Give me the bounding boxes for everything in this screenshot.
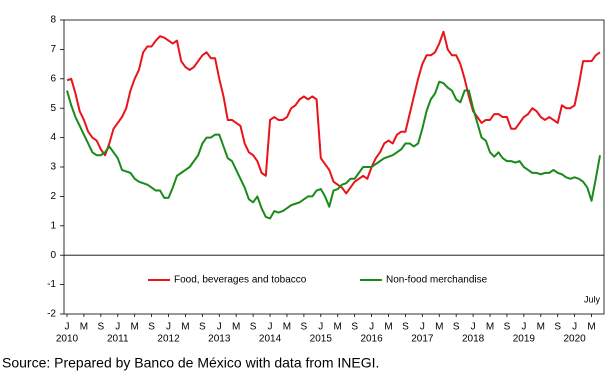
- x-tick-label: S: [148, 322, 155, 333]
- y-tick-label: -2: [47, 309, 56, 320]
- x-tick-label: J: [217, 322, 222, 333]
- year-label: 2012: [157, 334, 180, 345]
- year-label: 2015: [310, 334, 333, 345]
- x-tick-label: J: [420, 322, 425, 333]
- x-tick-label: J: [521, 322, 526, 333]
- x-tick-label: M: [435, 322, 443, 333]
- y-tick-label: 7: [50, 44, 56, 55]
- year-label: 2011: [107, 334, 129, 345]
- year-label: 2017: [411, 334, 434, 345]
- y-tick-label: 5: [50, 103, 56, 114]
- x-tick-label: S: [554, 322, 561, 333]
- x-tick-label: M: [131, 322, 139, 333]
- legend-label: Non-food merchandise: [386, 275, 488, 286]
- year-label: 2013: [208, 334, 231, 345]
- series-line: [66, 80, 601, 220]
- x-tick-label: J: [268, 322, 273, 333]
- x-tick-label: S: [351, 322, 358, 333]
- y-tick-label: -1: [47, 279, 56, 290]
- source-note: Source: Prepared by Banco de México with…: [2, 355, 379, 371]
- y-tick-label: 0: [50, 250, 56, 261]
- x-tick-label: J: [471, 322, 476, 333]
- year-label: 2010: [56, 334, 79, 345]
- x-tick-label: J: [115, 322, 120, 333]
- y-tick-label: 3: [50, 162, 56, 173]
- y-tick-label: 2: [50, 191, 56, 202]
- x-tick-label: J: [572, 322, 577, 333]
- x-tick-label: J: [369, 322, 374, 333]
- x-tick-label: S: [453, 322, 460, 333]
- x-tick-label: M: [537, 322, 545, 333]
- x-tick-label: S: [504, 322, 511, 333]
- x-tick-label: M: [181, 322, 189, 333]
- x-tick-label: S: [301, 322, 308, 333]
- y-tick-label: 1: [50, 220, 56, 231]
- x-tick-label: S: [98, 322, 105, 333]
- year-label: 2014: [259, 334, 282, 345]
- x-tick-label: J: [166, 322, 171, 333]
- year-label: 2019: [513, 334, 536, 345]
- x-tick-label: J: [65, 322, 70, 333]
- y-tick-label: 4: [50, 132, 56, 143]
- series-line: [66, 30, 601, 195]
- x-tick-label: S: [250, 322, 257, 333]
- legend-label: Food, beverages and tobacco: [174, 275, 307, 286]
- year-label: 2016: [360, 334, 383, 345]
- x-tick-label: S: [402, 322, 409, 333]
- year-label: 2018: [462, 334, 485, 345]
- x-tick-label: M: [587, 322, 595, 333]
- x-tick-label: M: [80, 322, 88, 333]
- x-tick-label: M: [232, 322, 240, 333]
- y-tick-label: 8: [50, 15, 56, 26]
- year-label: 2020: [563, 334, 586, 345]
- annotation: July: [584, 294, 601, 304]
- x-tick-label: M: [283, 322, 291, 333]
- y-tick-label: 6: [50, 73, 56, 84]
- x-tick-label: M: [384, 322, 392, 333]
- x-tick-label: S: [199, 322, 206, 333]
- x-tick-label: M: [334, 322, 342, 333]
- x-tick-label: J: [318, 322, 323, 333]
- x-tick-label: M: [486, 322, 494, 333]
